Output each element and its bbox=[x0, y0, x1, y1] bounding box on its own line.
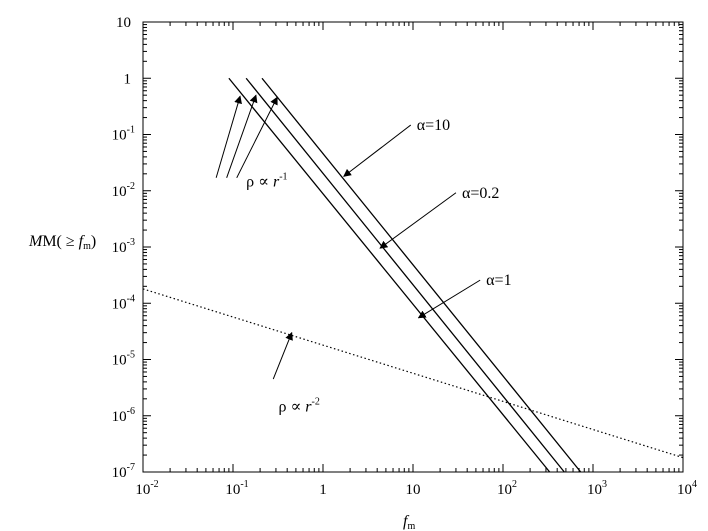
annotation-arrow-rho_r1-3 bbox=[236, 96, 278, 179]
annotation-arrow-alpha10 bbox=[343, 124, 412, 177]
series-line-3 bbox=[261, 77, 582, 473]
annotation-rho_r1: ρ ∝ r-1 bbox=[246, 171, 287, 190]
x-tick-label: 10-2 bbox=[135, 479, 158, 498]
axis-ticks bbox=[142, 21, 684, 473]
y-tick-label: 10-2 bbox=[112, 181, 135, 200]
annotation-arrow-rho_r1-2 bbox=[226, 94, 258, 178]
y-tick-label: 10-7 bbox=[112, 462, 135, 481]
series-line-2 bbox=[245, 77, 565, 473]
x-tick-label: 103 bbox=[587, 479, 607, 498]
x-axis-title: fm bbox=[403, 513, 415, 531]
y-tick-label: 10 bbox=[116, 15, 131, 31]
x-tick-label: 104 bbox=[677, 479, 697, 498]
annotation-alpha02: α=0.2 bbox=[462, 185, 499, 202]
y-tick-label: 10-4 bbox=[112, 293, 135, 312]
plot-frame bbox=[142, 21, 684, 473]
annotation-alpha1: α=1 bbox=[486, 272, 511, 289]
x-tick-label: 1 bbox=[319, 482, 327, 498]
series-line-1 bbox=[228, 77, 551, 473]
y-tick-labels: 10 1 10-1 10-2 10-3 10-4 10-5 10-6 10-7 bbox=[112, 15, 135, 481]
x-tick-label: 10 bbox=[406, 482, 421, 498]
x-tick-label: 10-1 bbox=[225, 479, 248, 498]
y-tick-label: 10-1 bbox=[112, 125, 135, 144]
annotation-arrow-alpha1 bbox=[417, 279, 481, 319]
annotation-arrow-alpha02 bbox=[379, 192, 457, 249]
series-group bbox=[142, 77, 684, 473]
series-line-4 bbox=[142, 288, 684, 459]
x-tick-labels: 10-2 10-1 1 10 102 103 104 bbox=[135, 479, 697, 498]
y-tick-label: 10-6 bbox=[112, 406, 135, 425]
annotation-alpha10: α=10 bbox=[417, 117, 450, 134]
y-tick-label: 10-5 bbox=[112, 350, 135, 369]
y-tick-label: 1 bbox=[124, 71, 132, 87]
y-axis-title: MM( ≥ fm) bbox=[28, 233, 96, 252]
annotation-rho_r2: ρ ∝ r-2 bbox=[278, 396, 319, 415]
annotation-arrow-rho_r1-1 bbox=[215, 95, 242, 178]
x-tick-label: 102 bbox=[497, 479, 517, 498]
annotations-group: α=10 α=0.2 α=1 ρ ∝ r-1 ρ ∝ r-2 bbox=[215, 94, 512, 415]
annotation-arrow-rho_r2-1 bbox=[272, 331, 293, 380]
y-tick-label: 10-3 bbox=[112, 237, 135, 256]
